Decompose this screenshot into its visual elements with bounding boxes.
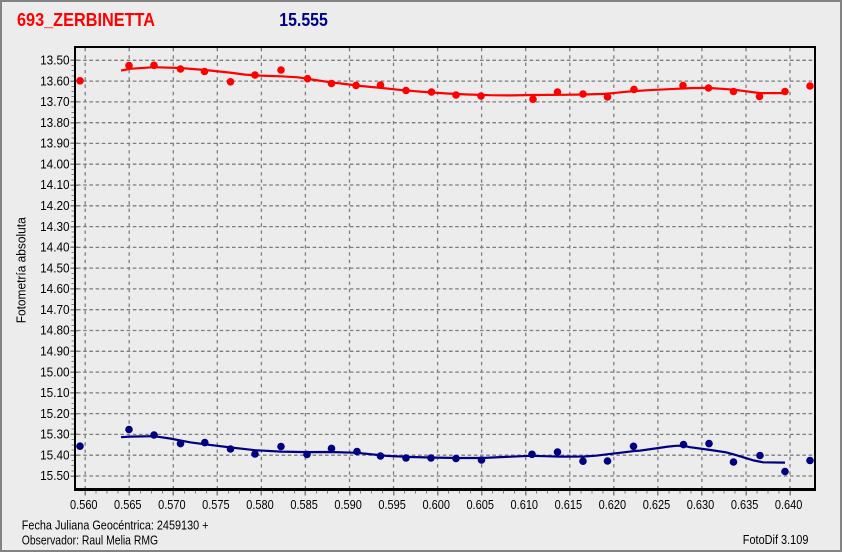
svg-text:0.640: 0.640 [775,497,803,512]
svg-text:0.575: 0.575 [202,497,230,512]
svg-text:14.00: 14.00 [40,156,70,171]
svg-text:14.90: 14.90 [40,344,70,359]
svg-text:15.20: 15.20 [40,406,70,421]
svg-text:15.50: 15.50 [40,468,70,483]
svg-text:15.10: 15.10 [40,385,70,400]
svg-text:Fecha Juliana Geocéntrica: 245: Fecha Juliana Geocéntrica: 2459130 + [22,517,209,532]
svg-text:0.570: 0.570 [158,497,186,512]
svg-text:14.30: 14.30 [40,219,70,234]
svg-text:0.595: 0.595 [378,497,406,512]
svg-text:0.580: 0.580 [246,497,274,512]
svg-text:0.585: 0.585 [290,497,318,512]
svg-text:0.590: 0.590 [334,497,362,512]
svg-text:0.610: 0.610 [511,497,539,512]
svg-text:15.00: 15.00 [40,364,70,379]
svg-text:0.630: 0.630 [687,497,715,512]
svg-text:15.40: 15.40 [40,447,70,462]
svg-text:14.60: 14.60 [40,281,70,296]
svg-text:13.50: 13.50 [40,53,70,68]
svg-text:0.625: 0.625 [643,497,671,512]
svg-text:14.80: 14.80 [40,323,70,338]
svg-text:0.560: 0.560 [70,497,98,512]
svg-text:13.60: 13.60 [40,73,70,88]
svg-text:15.30: 15.30 [40,427,70,442]
svg-text:14.10: 14.10 [40,177,70,192]
svg-text:14.20: 14.20 [40,198,70,213]
svg-text:693_ZERBINETTA: 693_ZERBINETTA [17,10,155,30]
svg-text:FotoDif 3.109: FotoDif 3.109 [743,532,809,547]
svg-text:0.600: 0.600 [422,497,450,512]
svg-text:0.620: 0.620 [599,497,627,512]
svg-text:14.40: 14.40 [40,240,70,255]
svg-text:15.555: 15.555 [279,10,328,30]
svg-text:Fotometría absoluta: Fotometría absoluta [14,217,29,324]
svg-text:0.565: 0.565 [114,497,142,512]
svg-text:0.635: 0.635 [731,497,759,512]
svg-text:Observador: Raul Melia RMG: Observador: Raul Melia RMG [22,532,158,547]
svg-text:14.70: 14.70 [40,302,70,317]
svg-text:14.50: 14.50 [40,260,70,275]
svg-text:13.90: 13.90 [40,136,70,151]
svg-text:0.615: 0.615 [555,497,583,512]
svg-text:13.80: 13.80 [40,115,70,130]
svg-text:13.70: 13.70 [40,94,70,109]
svg-text:0.605: 0.605 [466,497,494,512]
